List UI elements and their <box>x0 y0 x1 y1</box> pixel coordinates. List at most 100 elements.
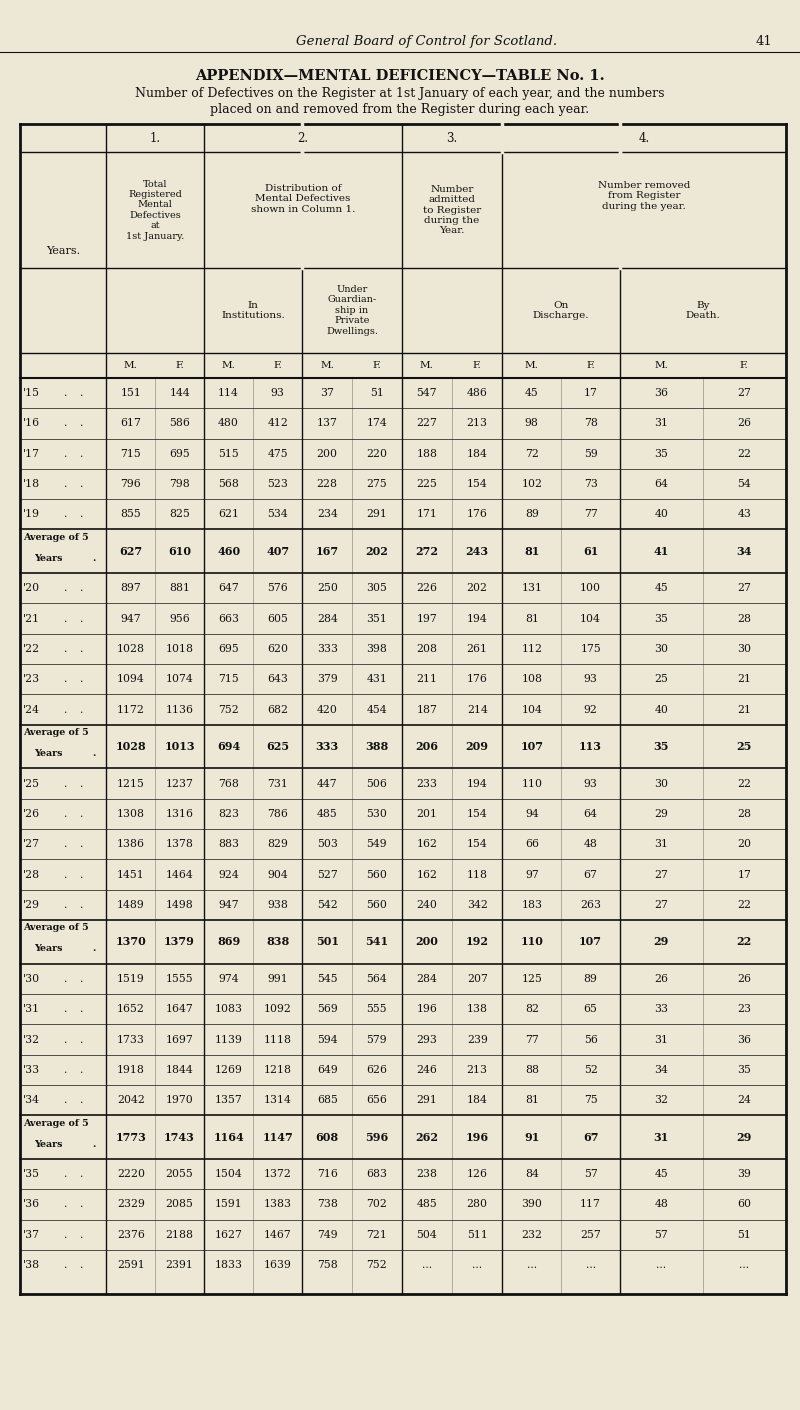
Text: 22: 22 <box>738 448 751 458</box>
Text: 685: 685 <box>317 1096 338 1105</box>
Text: 1647: 1647 <box>166 1004 194 1014</box>
Text: General Board of Control for Scotland.: General Board of Control for Scotland. <box>296 35 557 48</box>
Text: 162: 162 <box>416 839 438 849</box>
Text: 78: 78 <box>584 419 598 429</box>
Text: 125: 125 <box>522 974 542 984</box>
Text: '29: '29 <box>23 900 40 909</box>
Text: 1467: 1467 <box>264 1230 292 1239</box>
Text: .: . <box>80 809 83 819</box>
Text: .: . <box>64 674 67 684</box>
Text: 97: 97 <box>525 870 538 880</box>
Text: .: . <box>80 1169 83 1179</box>
Text: 81: 81 <box>525 1096 539 1105</box>
Text: 486: 486 <box>466 388 488 398</box>
Text: 683: 683 <box>366 1169 387 1179</box>
Text: '25: '25 <box>23 778 40 788</box>
Text: 82: 82 <box>525 1004 539 1014</box>
Text: Number of Defectives on the Register at 1st January of each year, and the number: Number of Defectives on the Register at … <box>135 87 665 100</box>
Text: 23: 23 <box>738 1004 751 1014</box>
Text: Under
Guardian-
ship in
Private
Dwellings.: Under Guardian- ship in Private Dwelling… <box>326 285 378 336</box>
Text: .: . <box>64 1261 67 1270</box>
Text: placed on and removed from the Register during each year.: placed on and removed from the Register … <box>210 103 590 116</box>
Text: 504: 504 <box>417 1230 437 1239</box>
Text: 1215: 1215 <box>117 778 145 788</box>
Text: .: . <box>80 388 83 398</box>
Text: 81: 81 <box>525 613 539 623</box>
Text: 974: 974 <box>218 974 239 984</box>
Text: 89: 89 <box>584 974 598 984</box>
Text: F.: F. <box>473 361 482 369</box>
Text: 549: 549 <box>366 839 387 849</box>
Text: '37: '37 <box>23 1230 40 1239</box>
Text: 67: 67 <box>583 1132 598 1142</box>
Text: 1147: 1147 <box>262 1132 293 1142</box>
Text: 57: 57 <box>654 1230 668 1239</box>
Text: 1844: 1844 <box>166 1065 194 1074</box>
Text: 20: 20 <box>738 839 751 849</box>
Text: 77: 77 <box>584 509 598 519</box>
Text: 52: 52 <box>584 1065 598 1074</box>
Text: '15: '15 <box>23 388 40 398</box>
Text: .: . <box>80 509 83 519</box>
Text: 17: 17 <box>584 388 598 398</box>
Text: 2.: 2. <box>298 131 308 145</box>
Text: 107: 107 <box>579 936 602 948</box>
Text: 897: 897 <box>121 584 141 594</box>
Text: ...: ... <box>739 1261 750 1270</box>
Text: .: . <box>92 945 95 953</box>
Text: .: . <box>80 900 83 909</box>
Text: .: . <box>64 479 67 489</box>
Text: Average of 5: Average of 5 <box>23 728 89 737</box>
Text: .: . <box>64 388 67 398</box>
Text: 503: 503 <box>317 839 338 849</box>
Text: 225: 225 <box>416 479 438 489</box>
Text: 29: 29 <box>737 1132 752 1142</box>
Text: '28: '28 <box>23 870 40 880</box>
Text: 238: 238 <box>416 1169 438 1179</box>
Text: 27: 27 <box>654 870 668 880</box>
Text: .: . <box>80 870 83 880</box>
Text: 560: 560 <box>366 900 387 909</box>
Text: 333: 333 <box>315 742 339 752</box>
Text: 545: 545 <box>317 974 338 984</box>
Text: .: . <box>80 613 83 623</box>
Text: 758: 758 <box>317 1261 338 1270</box>
Text: 547: 547 <box>417 388 437 398</box>
Text: 25: 25 <box>654 674 668 684</box>
Text: 682: 682 <box>267 705 288 715</box>
Text: '20: '20 <box>23 584 40 594</box>
Text: 388: 388 <box>365 742 389 752</box>
Text: 869: 869 <box>217 936 240 948</box>
Text: 28: 28 <box>738 809 751 819</box>
Text: 22: 22 <box>738 778 751 788</box>
Text: '21: '21 <box>23 613 40 623</box>
Text: 26: 26 <box>738 419 751 429</box>
Text: .: . <box>64 448 67 458</box>
Text: 126: 126 <box>466 1169 488 1179</box>
Text: 31: 31 <box>654 1132 669 1142</box>
Text: 201: 201 <box>416 809 438 819</box>
Text: 196: 196 <box>466 1132 489 1142</box>
Text: By
Death.: By Death. <box>686 300 720 320</box>
Text: 29: 29 <box>654 936 669 948</box>
Text: .: . <box>64 1230 67 1239</box>
Text: 66: 66 <box>525 839 539 849</box>
Text: '27: '27 <box>23 839 40 849</box>
Text: 1308: 1308 <box>117 809 145 819</box>
Text: 24: 24 <box>738 1096 751 1105</box>
Text: .: . <box>80 974 83 984</box>
Text: '30: '30 <box>23 974 40 984</box>
Text: 64: 64 <box>654 479 668 489</box>
Text: 94: 94 <box>525 809 538 819</box>
Text: 284: 284 <box>416 974 438 984</box>
Text: '24: '24 <box>23 705 40 715</box>
Text: Number
admitted
to Register
during the
Year.: Number admitted to Register during the Y… <box>423 185 481 235</box>
Text: .: . <box>64 1004 67 1014</box>
Text: 60: 60 <box>738 1200 751 1210</box>
Text: 196: 196 <box>416 1004 438 1014</box>
Text: 26: 26 <box>654 974 669 984</box>
Text: 93: 93 <box>584 778 598 788</box>
Text: 200: 200 <box>317 448 338 458</box>
Text: 184: 184 <box>466 1096 488 1105</box>
Text: 98: 98 <box>525 419 538 429</box>
